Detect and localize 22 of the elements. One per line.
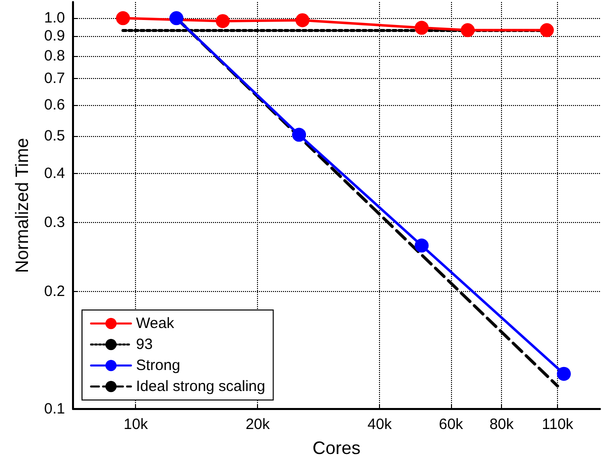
y-tick-label: 1.0: [44, 10, 65, 27]
x-tick-label: 40k: [368, 416, 392, 433]
legend-label: Strong: [136, 357, 180, 374]
x-tick-label: 110k: [542, 416, 574, 433]
y-tick-label: 0.4: [44, 165, 65, 182]
y-tick-label: 0.5: [44, 127, 65, 144]
x-tick-label: 60k: [438, 416, 464, 433]
y-tick-label: 0.1: [44, 400, 65, 418]
legend-label: Ideal strong scaling: [136, 378, 266, 395]
y-tick-label: 0.9: [44, 28, 65, 45]
legend-label: Weak: [136, 315, 175, 332]
y-tick-label: 0.2: [44, 282, 65, 300]
y-tick-label: 0.7: [44, 70, 65, 88]
x-axis-title: Cores: [312, 438, 361, 458]
x-tick-label: 10k: [124, 416, 148, 433]
y-axis-title: Normalized Time: [12, 138, 32, 274]
x-tick-label: 20k: [246, 416, 270, 433]
y-tick-label: 0.8: [44, 48, 65, 65]
y-tick-label: 0.6: [44, 96, 65, 114]
x-tick-label: 80k: [489, 416, 514, 433]
legend-label: 93: [136, 336, 153, 353]
y-tick-label: 0.3: [44, 214, 65, 232]
